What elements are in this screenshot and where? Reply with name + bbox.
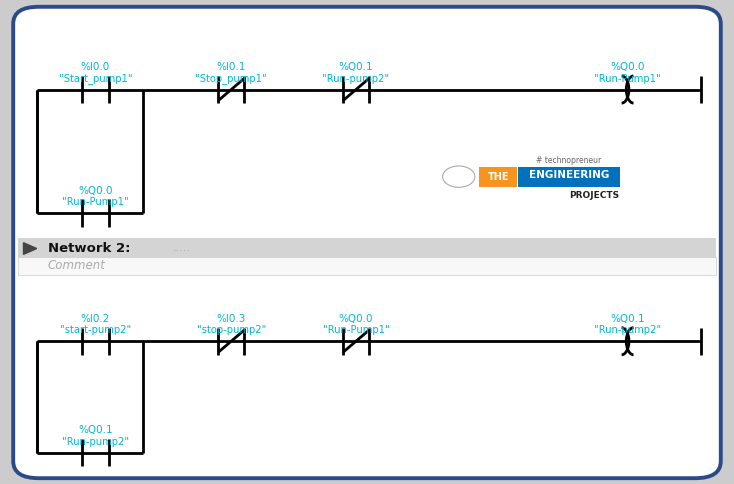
Polygon shape: [23, 242, 37, 255]
Text: %Q0.0: %Q0.0: [338, 314, 374, 324]
Text: Network 2:: Network 2:: [48, 242, 130, 255]
Text: PROJECTS: PROJECTS: [570, 191, 619, 200]
Text: "start-pump2": "start-pump2": [59, 325, 131, 335]
Text: "Start_pump1": "Start_pump1": [59, 74, 132, 85]
FancyBboxPatch shape: [18, 238, 716, 259]
Text: %I0.3: %I0.3: [217, 314, 246, 324]
Text: %Q0.0: %Q0.0: [610, 62, 645, 72]
Text: "Run-Pump1": "Run-Pump1": [323, 325, 389, 335]
Text: THE: THE: [487, 172, 509, 182]
Text: %Q0.1: %Q0.1: [610, 314, 645, 324]
FancyBboxPatch shape: [518, 167, 620, 187]
Text: "Run-pump2": "Run-pump2": [322, 74, 390, 84]
FancyBboxPatch shape: [13, 7, 721, 478]
Text: %I0.0: %I0.0: [81, 62, 110, 72]
Text: "Run-Pump1": "Run-Pump1": [62, 197, 128, 207]
Text: # technopreneur: # technopreneur: [537, 156, 601, 165]
Text: %I0.2: %I0.2: [81, 314, 110, 324]
Text: "stop-pump2": "stop-pump2": [197, 325, 266, 335]
Text: .....: .....: [172, 243, 191, 253]
FancyBboxPatch shape: [479, 167, 517, 187]
Text: "Stop_pump1": "Stop_pump1": [195, 74, 267, 85]
Text: %I0.1: %I0.1: [217, 62, 246, 72]
Text: Comment: Comment: [48, 259, 106, 272]
Text: %Q0.0: %Q0.0: [78, 185, 113, 196]
FancyBboxPatch shape: [18, 257, 716, 275]
Text: %Q0.1: %Q0.1: [78, 425, 113, 435]
Text: "Run-pump2": "Run-pump2": [62, 437, 129, 447]
Text: "Run-pump2": "Run-pump2": [594, 325, 661, 335]
Text: "Run-Pump1": "Run-Pump1": [595, 74, 661, 84]
Text: %Q0.1: %Q0.1: [338, 62, 374, 72]
Text: ENGINEERING: ENGINEERING: [528, 170, 609, 180]
